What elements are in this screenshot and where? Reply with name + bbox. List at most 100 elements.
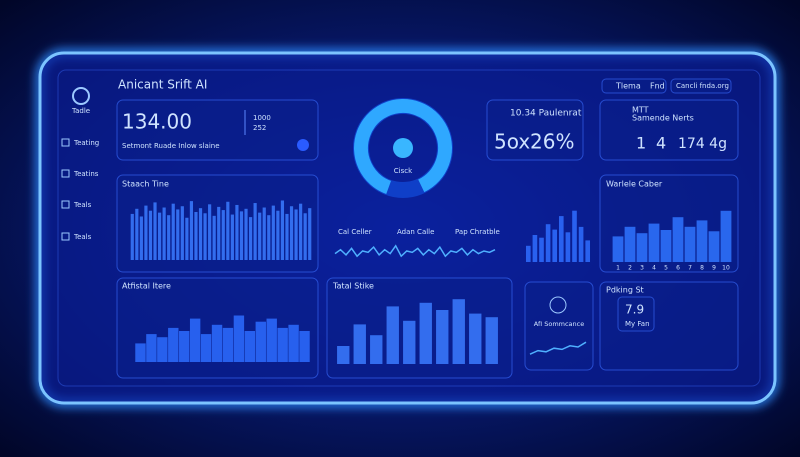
bar [148,210,153,260]
bar [337,346,350,364]
bar [217,206,221,260]
bar [157,337,168,362]
card-title: MTT [632,106,649,115]
bar [303,213,307,260]
x-tick-label: 7 [688,265,692,272]
bar [525,245,531,262]
bar [235,204,239,260]
bar [267,215,271,260]
kpi-side: 252 [253,124,266,132]
bar [585,240,591,262]
bar [139,216,143,260]
bar [262,207,266,260]
bar [299,203,303,260]
bar [208,204,212,260]
bar [162,207,166,260]
tab-box[interactable] [601,78,667,94]
nav-item[interactable]: Teatins [73,170,99,178]
nav-item[interactable]: Tadle [71,107,90,115]
bar [185,217,189,260]
wave-label: Adan Calle [397,228,434,236]
bar [222,327,234,362]
bar [720,210,732,262]
search[interactable]: Cancli fnda.org [676,82,729,90]
nav-item[interactable]: Teals [73,201,92,209]
bar [684,226,696,262]
x-tick-label: 6 [676,265,680,272]
bar [253,203,257,260]
tab[interactable]: Tlema [615,82,641,91]
tab[interactable]: Fnd [650,82,665,91]
kpi-right: 26% [530,130,574,154]
nav-icons [61,138,70,241]
card-title: Staach Tine [122,180,169,189]
bar [660,230,672,262]
bar [168,327,179,362]
bar [558,216,564,262]
kpi-value: 174 4g [678,136,727,152]
x-tick-label: 9 [712,265,716,272]
bar [135,208,139,260]
bar [239,211,244,260]
card-title: AfI Sommcance [534,320,585,328]
bar [130,213,134,260]
stat-caption: My Fan [625,320,650,328]
bar [248,217,253,260]
bar [271,205,275,260]
bar [171,203,175,260]
bar [189,318,201,362]
bar [708,231,720,262]
nav-item[interactable]: Teals [73,233,92,241]
card [486,99,584,161]
bar [135,343,146,362]
line [529,341,587,355]
inner-frame [57,69,761,387]
search-box[interactable] [670,78,732,94]
bar [612,236,624,262]
bar [294,209,298,260]
nav-item[interactable]: Teating [73,139,99,147]
bar [180,206,184,260]
card-title: Tatal Stike [332,282,374,291]
card-title: Pdking St [606,286,644,295]
bar [288,324,299,362]
card [524,281,594,371]
card [116,99,319,161]
x-tick-label: 3 [640,265,644,272]
bar [353,324,366,364]
bar [212,215,216,260]
card [599,99,739,161]
bar [469,313,482,364]
kpi-value: 1 [636,134,646,153]
bar [221,210,225,260]
bar [189,201,194,260]
bar [244,208,248,260]
bar [578,226,584,262]
x-tick-label: 10 [722,265,730,272]
bar [179,331,190,362]
bar [452,299,465,364]
bar [258,212,262,260]
bar [233,315,245,362]
kpi-caption: Setmont Ruade Inlow slaine [122,142,220,150]
bar [230,214,234,260]
bar [565,232,571,262]
donut-label: Cisck [394,167,413,175]
bar [211,324,223,362]
logo [72,87,90,105]
bar [280,200,285,260]
x-tick-label: 8 [700,265,704,272]
bar [636,233,648,262]
bar [572,210,577,262]
x-tick-label: 4 [652,265,656,272]
donut-dot [393,138,413,158]
icon [297,139,309,151]
bar [552,229,558,262]
bar [285,213,289,260]
bar [194,212,198,260]
stat-box [617,296,655,332]
bar [532,235,538,262]
bar [244,331,256,362]
bar [146,334,157,362]
bar [648,223,660,262]
